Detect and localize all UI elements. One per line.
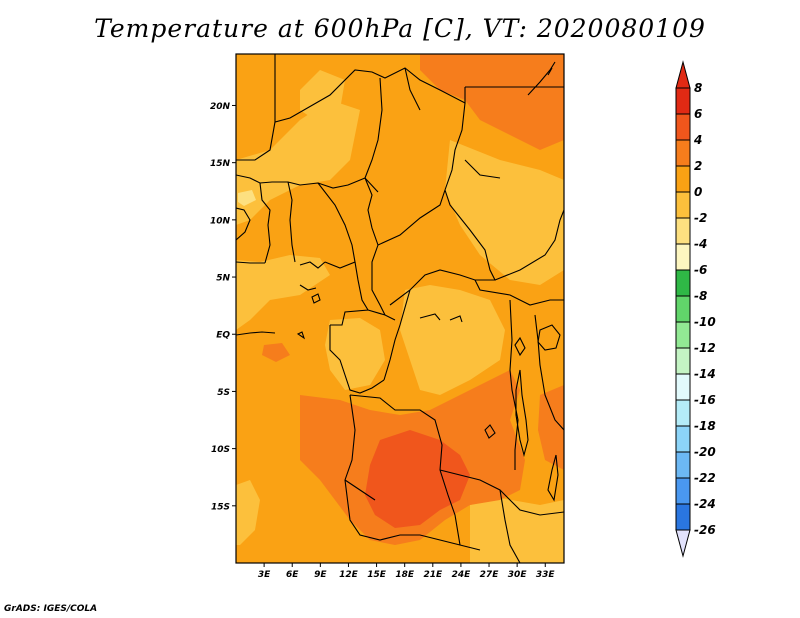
colorbar-box bbox=[675, 87, 691, 115]
lat-tick-label: EQ bbox=[216, 331, 230, 341]
colorbar-label: -14 bbox=[694, 367, 716, 381]
colorbar-label: -4 bbox=[694, 237, 707, 251]
lat-tick-label: 10S bbox=[211, 445, 230, 455]
colorbar-box bbox=[675, 503, 691, 531]
colorbar-box bbox=[675, 269, 691, 297]
lon-tick-label: 24E bbox=[452, 570, 472, 580]
lon-tick-label: 27E bbox=[480, 570, 500, 580]
colorbar-box bbox=[675, 191, 691, 219]
colorbar-box bbox=[675, 295, 691, 323]
colorbar-box bbox=[675, 243, 691, 271]
colorbar-box bbox=[675, 321, 691, 349]
colorbar-label: -12 bbox=[694, 341, 716, 355]
lat-tick-label: 10N bbox=[210, 216, 231, 226]
colorbar-box bbox=[675, 217, 691, 245]
colorbar-label: 6 bbox=[694, 107, 702, 121]
lon-tick-label: 6E bbox=[286, 570, 299, 580]
colorbar-label: -26 bbox=[694, 523, 716, 537]
colorbar-box bbox=[675, 165, 691, 193]
colorbar-box bbox=[675, 399, 691, 427]
longitude-axis: 3E 6E 9E 12E 15E 18E 21E 24E 27E 30E 33E bbox=[258, 563, 556, 580]
colorbar-label: 0 bbox=[694, 185, 702, 199]
colorbar-box bbox=[675, 373, 691, 401]
lon-tick-label: 21E bbox=[423, 570, 443, 580]
lat-tick-label: 15N bbox=[210, 159, 231, 169]
lat-tick-label: 15S bbox=[211, 502, 230, 512]
map-frame bbox=[235, 53, 565, 564]
latitude-axis: 20N 15N 10N 5N EQ 5S 10S 15S bbox=[210, 102, 236, 512]
lat-tick-label: 5S bbox=[217, 388, 230, 398]
colorbar-box bbox=[675, 347, 691, 375]
temperature-field bbox=[236, 54, 564, 563]
colorbar-label: -16 bbox=[694, 393, 716, 407]
colorbar-label: -6 bbox=[694, 263, 707, 277]
lon-tick-label: 30E bbox=[508, 570, 528, 580]
colorbar-top-arrow bbox=[675, 60, 691, 89]
lon-tick-label: 18E bbox=[395, 570, 415, 580]
colorbar: 8 6 4 2 0 -2 -4 -6 -8 -10 -12 -14 -16 -18 -20 -22 -24 -26 bbox=[675, 60, 716, 558]
lon-tick-label: 12E bbox=[339, 570, 359, 580]
colorbar-label: -2 bbox=[694, 211, 707, 225]
colorbar-label: -8 bbox=[694, 289, 707, 303]
colorbar-label: 4 bbox=[693, 133, 702, 147]
colorbar-box bbox=[675, 451, 691, 479]
colorbar-label: -22 bbox=[694, 471, 716, 485]
colorbar-box bbox=[675, 477, 691, 505]
colorbar-label: -24 bbox=[694, 497, 716, 511]
colorbar-label: -10 bbox=[694, 315, 716, 329]
colorbar-box bbox=[675, 425, 691, 453]
colorbar-label: -20 bbox=[694, 445, 716, 459]
lon-tick-label: 9E bbox=[314, 570, 327, 580]
credit-label: GrADS: IGES/COLA bbox=[4, 604, 98, 614]
lat-tick-label: 5N bbox=[216, 274, 230, 284]
colorbar-box bbox=[675, 113, 691, 141]
lon-tick-label: 15E bbox=[367, 570, 387, 580]
country-borders bbox=[236, 54, 564, 563]
map-title: Temperature at 600hPa [C], VT: 202008010… bbox=[94, 14, 706, 43]
colorbar-bottom-arrow bbox=[675, 529, 691, 558]
lat-tick-label: 20N bbox=[210, 102, 231, 112]
lon-tick-label: 33E bbox=[536, 570, 556, 580]
lon-tick-label: 3E bbox=[258, 570, 271, 580]
colorbar-label: 2 bbox=[694, 159, 702, 173]
colorbar-label: 8 bbox=[694, 81, 702, 95]
colorbar-label: -18 bbox=[694, 419, 716, 433]
colorbar-box bbox=[675, 139, 691, 167]
